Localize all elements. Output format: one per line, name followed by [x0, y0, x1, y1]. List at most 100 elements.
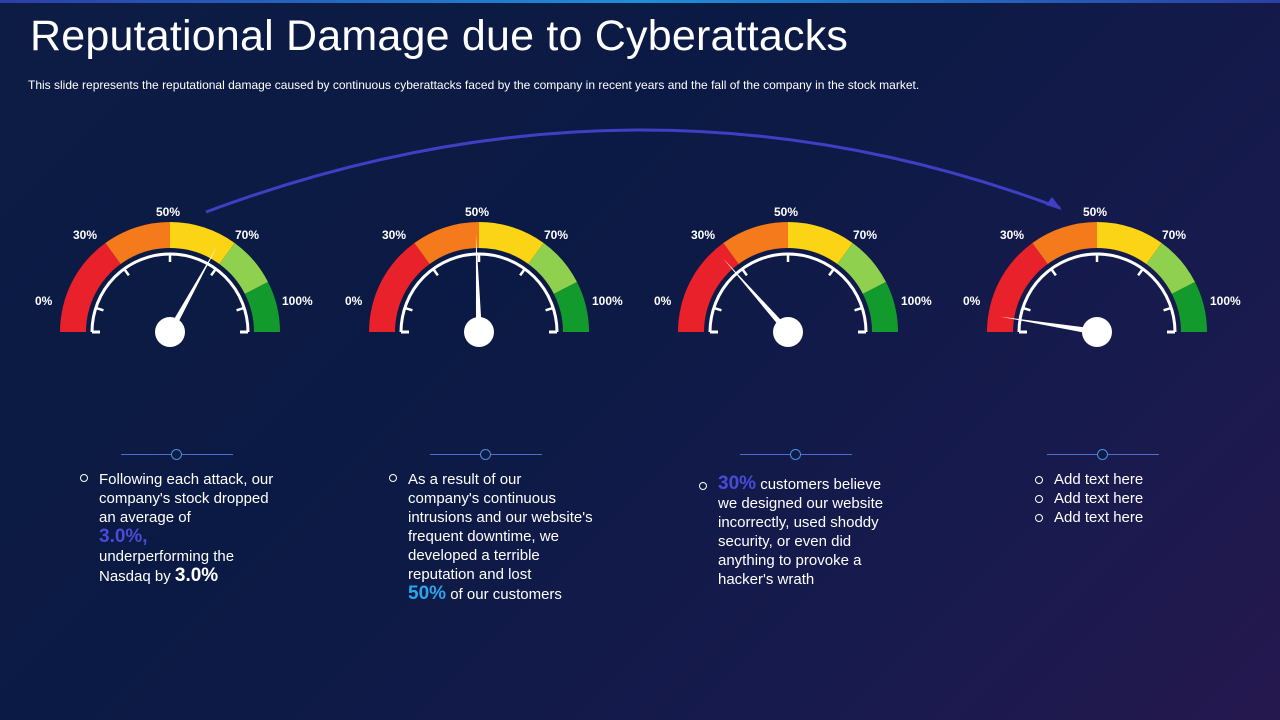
- gauge-band-orange: [414, 222, 479, 265]
- bullet-icon: [389, 474, 397, 482]
- gauge-4-label-100: 100%: [1210, 294, 1241, 308]
- gauge-band-green: [862, 282, 898, 332]
- bullet-icon: [1035, 476, 1043, 484]
- gauge-tick: [95, 306, 104, 312]
- gauge-band-red: [60, 243, 121, 332]
- gauge-4-label-70: 70%: [1162, 228, 1187, 242]
- gauge-3-dial: [678, 222, 898, 347]
- gauge-1: 0% 30% 50% 70% 100%: [30, 195, 313, 355]
- gauge-1-label-50: 50%: [156, 205, 181, 219]
- panel-3-text-a: customers believe we designed our websit…: [718, 476, 884, 588]
- gauge-hub: [155, 317, 185, 347]
- gauge-tick: [854, 306, 863, 312]
- panel-1-text-a: Following each attack, our company's sto…: [99, 471, 274, 526]
- list-item: Add text here: [1035, 489, 1143, 508]
- panel-1-highlight-b: 3.0%: [174, 565, 219, 586]
- divider-2: [430, 449, 542, 461]
- gauge-tick: [1163, 306, 1172, 312]
- list-item-label: Add text here: [1054, 471, 1144, 488]
- gauge-2-label-70: 70%: [544, 228, 569, 242]
- bullet-icon: [699, 482, 707, 490]
- gauge-band-green: [244, 282, 280, 332]
- gauge-3-label-100: 100%: [901, 294, 932, 308]
- gauge-band-yellow: [788, 222, 853, 265]
- gauge-3-label-30: 30%: [691, 228, 716, 242]
- gauge-band-orange: [723, 222, 788, 265]
- divider-dot: [171, 449, 182, 460]
- gauge-tick: [1050, 268, 1057, 277]
- top-accent-bar: [0, 0, 1280, 3]
- gauge-needle: [167, 246, 218, 334]
- gauge-band-lightgreen: [219, 243, 269, 294]
- panel-4-list: Add text here Add text here Add text her…: [1035, 470, 1143, 527]
- gauge-tick: [432, 268, 439, 277]
- gauge-tick: [713, 306, 722, 312]
- gauge-band-green: [1171, 282, 1207, 332]
- list-item: Add text here: [1035, 470, 1143, 489]
- bullet-icon: [1035, 495, 1043, 503]
- gauge-tick: [1137, 268, 1144, 277]
- divider-dot: [790, 449, 801, 460]
- gauge-band-lightgreen: [1146, 243, 1196, 294]
- gauge-needle: [723, 258, 791, 334]
- gauge-2-label-100: 100%: [592, 294, 623, 308]
- divider-3: [740, 449, 852, 461]
- gauge-2-label-50: 50%: [465, 205, 490, 219]
- gauge-band-red: [987, 243, 1048, 332]
- panel-2-highlight-a: 50%: [408, 583, 447, 604]
- connector-arrow-head: [1046, 197, 1062, 210]
- gauge-band-yellow: [479, 222, 544, 265]
- gauge-band-lightgreen: [528, 243, 578, 294]
- gauge-tick: [210, 268, 217, 277]
- gauge-hub: [773, 317, 803, 347]
- list-item-label: Add text here: [1054, 509, 1144, 526]
- gauge-band-green: [553, 282, 589, 332]
- gauge-1-label-30: 30%: [73, 228, 98, 242]
- list-item-label: Add text here: [1054, 490, 1144, 507]
- gauge-4-label-50: 50%: [1083, 205, 1108, 219]
- gauge-needle: [475, 234, 482, 333]
- gauge-hub: [1082, 317, 1112, 347]
- panel-2-text-a: As a result of our company's continuous …: [408, 471, 593, 583]
- gauge-4-label-0: 0%: [963, 294, 981, 308]
- gauge-4-dial: [987, 222, 1207, 347]
- gauge-1-label-100: 100%: [282, 294, 313, 308]
- panel-2-text-b: of our customers: [450, 586, 562, 603]
- gauge-2-label-0: 0%: [345, 294, 363, 308]
- gauge-2-label-30: 30%: [382, 228, 407, 242]
- gauge-tick: [404, 306, 413, 312]
- gauge-3-label-70: 70%: [853, 228, 878, 242]
- gauge-3-label-0: 0%: [654, 294, 672, 308]
- gauge-2-dial: [369, 222, 589, 347]
- gauge-1-label-0: 0%: [35, 294, 53, 308]
- panel-1-highlight-a: 3.0%,: [99, 526, 148, 547]
- list-item: Add text here: [1035, 508, 1143, 527]
- gauge-tick: [741, 268, 748, 277]
- gauge-2: 0% 30% 50% 70% 100%: [339, 195, 623, 355]
- gauge-band-yellow: [1097, 222, 1162, 265]
- divider-1: [121, 449, 233, 461]
- gauge-tick: [123, 268, 130, 277]
- gauge-band-yellow: [170, 222, 235, 265]
- gauge-band-red: [369, 243, 430, 332]
- gauge-band-orange: [105, 222, 170, 265]
- gauge-1-dial: [60, 222, 280, 347]
- gauge-3: 0% 30% 50% 70% 100%: [648, 195, 932, 355]
- gauge-tick: [519, 268, 526, 277]
- divider-4: [1047, 449, 1159, 461]
- gauge-band-orange: [1032, 222, 1097, 265]
- gauge-tick: [828, 268, 835, 277]
- slide-subtitle: This slide represents the reputational d…: [28, 78, 920, 92]
- divider-dot: [480, 449, 491, 460]
- gauge-4-label-30: 30%: [1000, 228, 1025, 242]
- connector-arrow-path: [205, 128, 1061, 214]
- gauge-hub: [464, 317, 494, 347]
- gauge-band-lightgreen: [837, 243, 887, 294]
- panel-3-highlight-a: 30%: [718, 473, 757, 494]
- divider-dot: [1097, 449, 1108, 460]
- gauge-needle: [1000, 316, 1098, 335]
- gauge-tick: [236, 306, 245, 312]
- gauge-4: 0% 30% 50% 70% 100%: [957, 195, 1241, 355]
- bullet-icon: [80, 474, 88, 482]
